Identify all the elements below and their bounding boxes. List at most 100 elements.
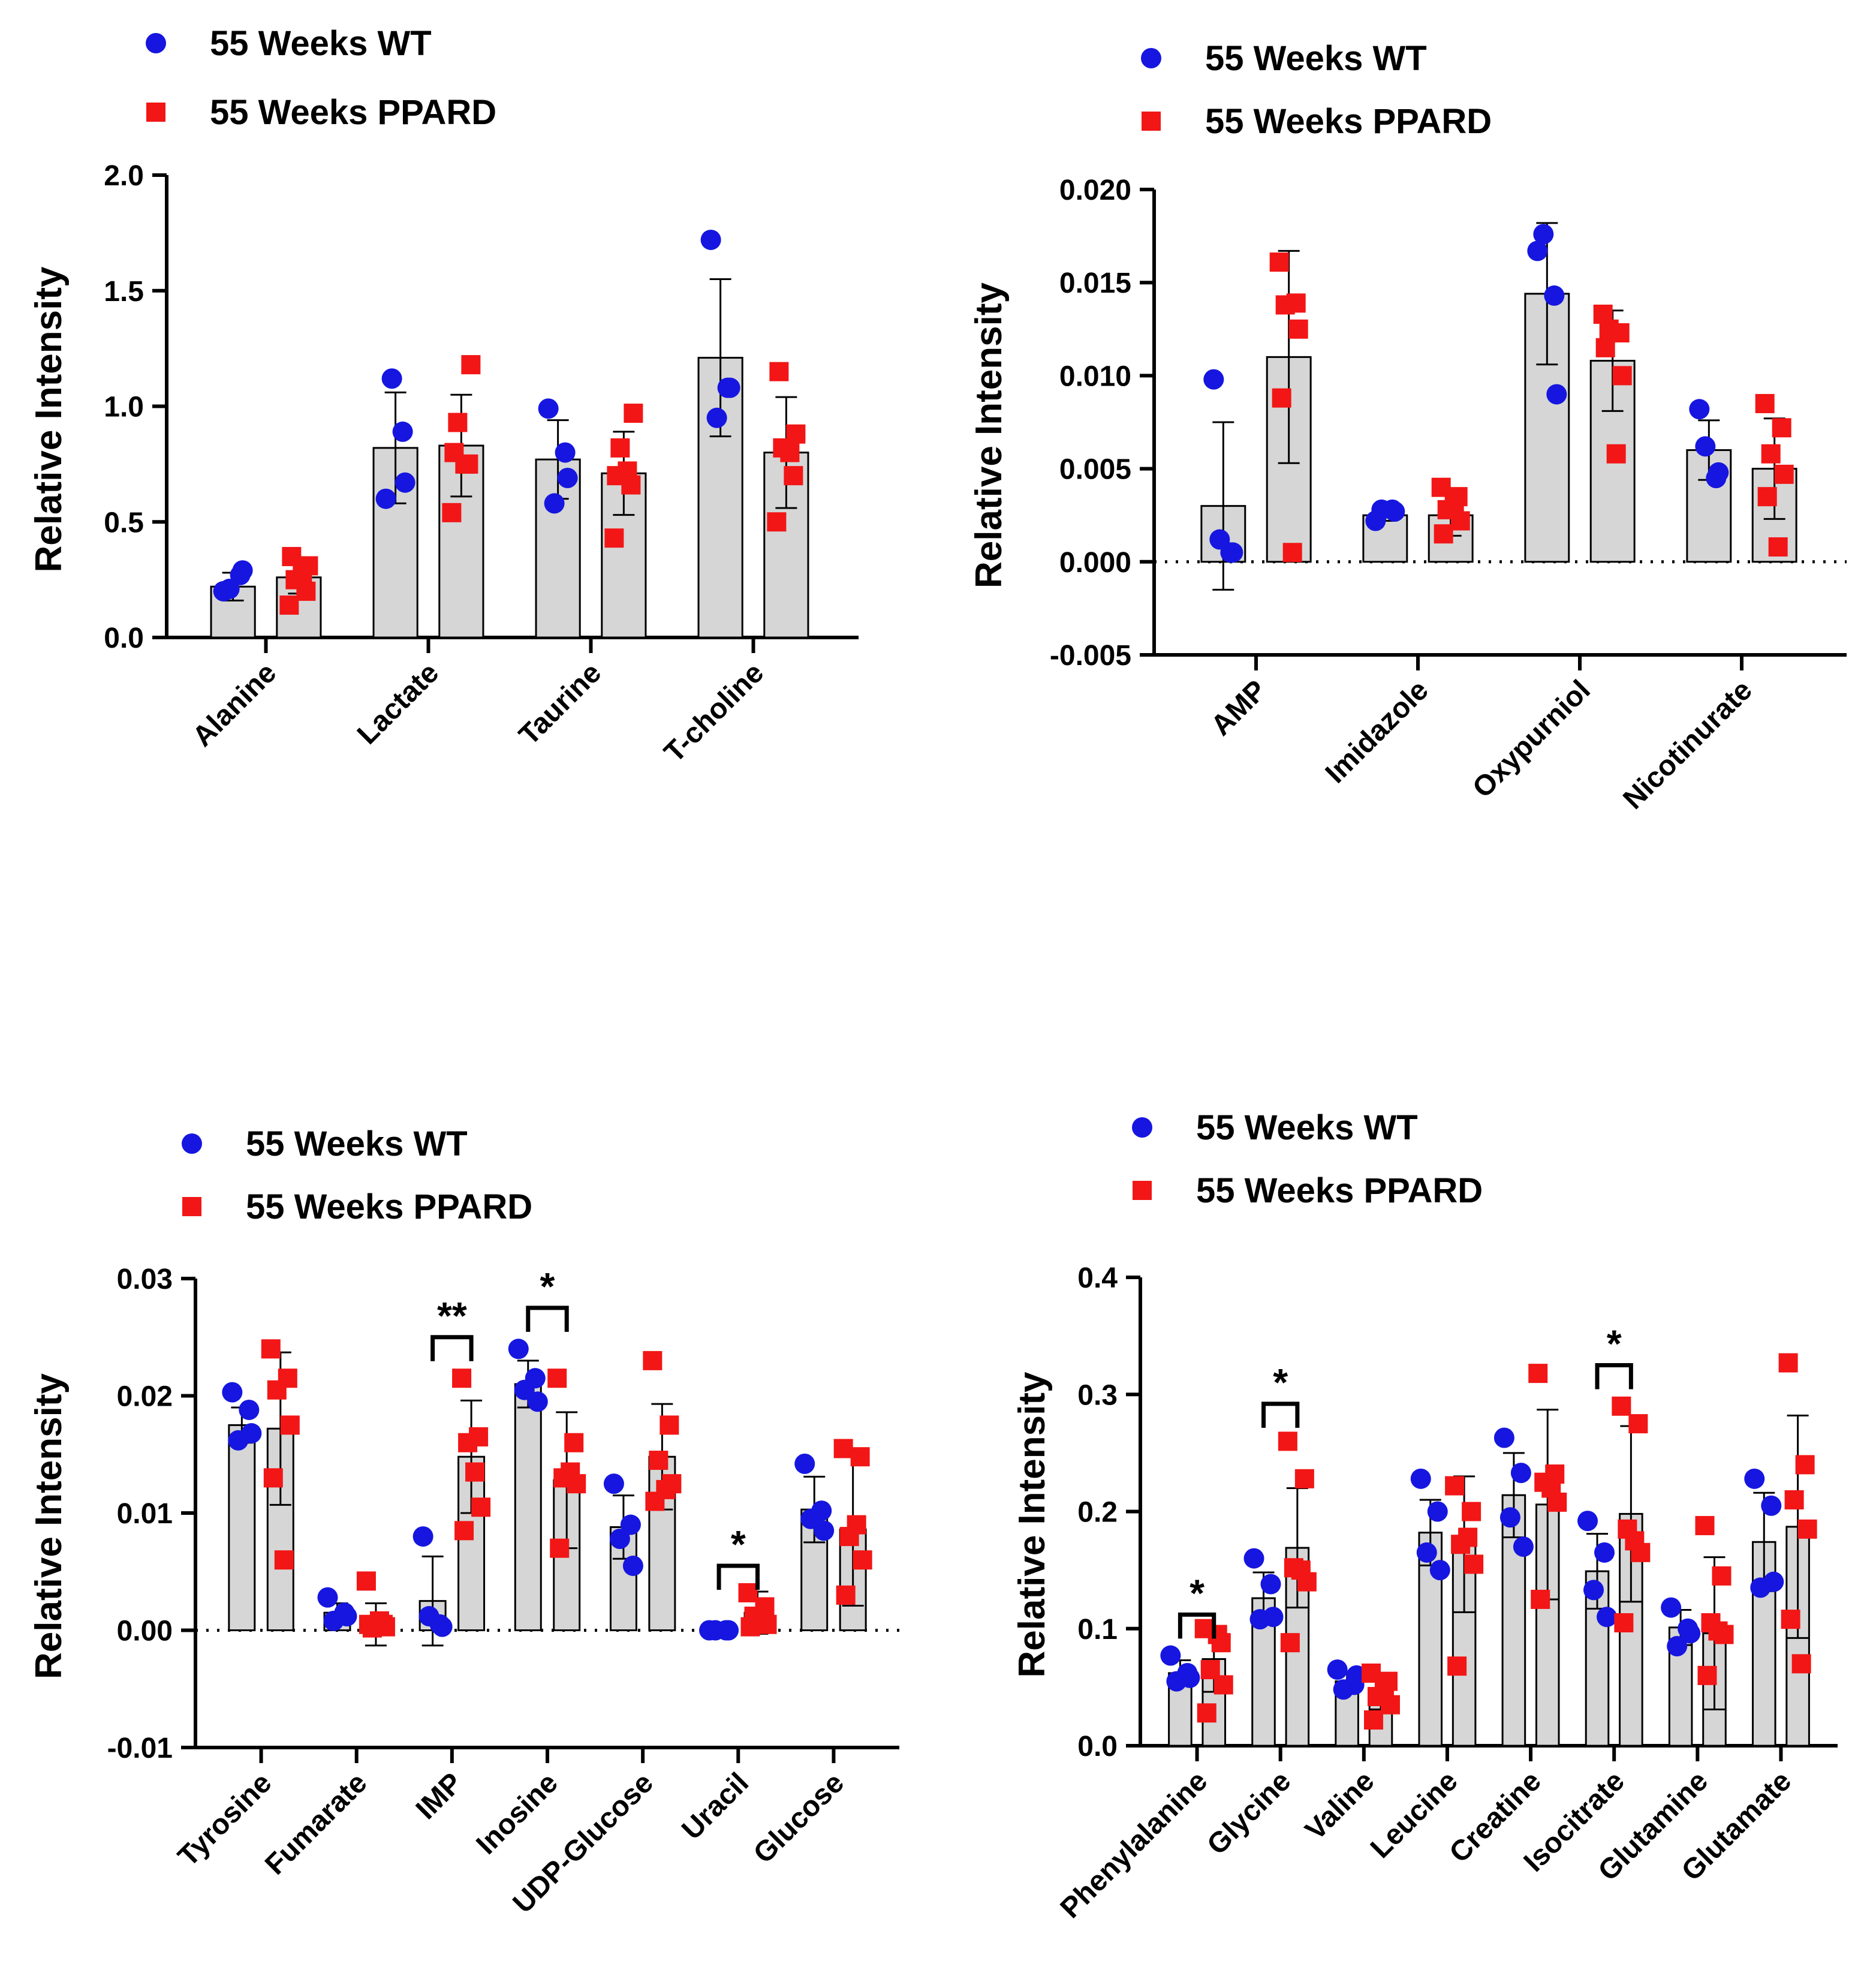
data-point-wt (700, 229, 721, 250)
data-point-ppard (850, 1447, 870, 1467)
data-point-wt (609, 1529, 630, 1550)
data-point-ppard (1768, 537, 1788, 557)
data-point-ppard (1761, 444, 1781, 464)
data-point-ppard (784, 466, 803, 486)
data-point-wt (706, 407, 727, 428)
data-point-ppard (293, 563, 312, 583)
data-point-ppard (1791, 1654, 1811, 1674)
significance-bracket (1595, 1363, 1633, 1390)
legend-label: 55 Weeks PPARD (210, 93, 496, 132)
data-point-ppard (455, 454, 475, 474)
x-category-label: Glycine (1201, 1765, 1297, 1861)
data-point-ppard (1288, 319, 1308, 339)
data-point-wt (514, 1379, 535, 1400)
y-tick-label: 0.1 (1077, 1614, 1118, 1646)
data-point-ppard (1778, 1353, 1798, 1373)
data-point-ppard (454, 1521, 474, 1541)
data-point-wt (603, 1473, 624, 1494)
data-point-wt (814, 1520, 835, 1541)
legend-marker-ppard (1142, 112, 1161, 131)
data-point-ppard (471, 1497, 491, 1517)
significance-bracket (1178, 1612, 1216, 1639)
data-point-ppard (369, 1611, 389, 1631)
significance-bracket (430, 1335, 474, 1361)
data-point-ppard (1541, 1478, 1561, 1498)
data-point-ppard (1606, 444, 1626, 464)
data-point-ppard (610, 438, 630, 458)
data-point-wt (375, 488, 396, 509)
data-point-wt (1263, 1607, 1284, 1628)
y-tick-label: 0.02 (117, 1381, 173, 1413)
data-point-ppard (656, 1479, 676, 1499)
data-point-ppard (833, 1439, 853, 1458)
data-point-ppard (1447, 1656, 1467, 1676)
data-point-ppard (465, 1462, 485, 1482)
data-point-wt (508, 1339, 529, 1360)
data-point-ppard (780, 443, 800, 462)
data-point-wt (1546, 384, 1567, 405)
y-tick-label: 0.0 (104, 622, 144, 654)
data-point-ppard (604, 528, 624, 548)
data-point-ppard (660, 1415, 679, 1435)
data-point-ppard (550, 1538, 570, 1558)
data-point-wt (381, 368, 402, 389)
significance-label: * (1607, 1322, 1622, 1365)
data-point-ppard (769, 362, 789, 381)
y-axis-label: Relative Intensity (968, 282, 1010, 588)
data-point-ppard (1207, 1625, 1227, 1644)
data-point-ppard (452, 1369, 472, 1388)
data-point-ppard (282, 547, 302, 567)
x-category-label: Glucose (748, 1767, 850, 1869)
data-point-wt (395, 472, 415, 493)
data-point-ppard (1797, 1519, 1817, 1539)
data-point-ppard (458, 1433, 478, 1452)
data-point-ppard (1628, 1414, 1648, 1434)
data-point-wt (232, 560, 253, 581)
data-point-ppard (1462, 1502, 1481, 1521)
data-point-ppard (1464, 1554, 1484, 1574)
legend-marker-wt (146, 33, 166, 53)
legend-label: 55 Weeks PPARD (246, 1187, 532, 1226)
data-point-wt (718, 1620, 739, 1641)
data-point-ppard (1445, 1476, 1465, 1496)
data-point-wt (317, 1587, 338, 1608)
x-category-label: Lactate (351, 657, 445, 750)
data-point-wt (1209, 529, 1230, 550)
data-point-wt (620, 1514, 641, 1535)
data-point-ppard (263, 1468, 283, 1488)
data-point-wt (1577, 1511, 1598, 1532)
data-point-ppard (1612, 1396, 1631, 1416)
data-point-wt (1384, 501, 1405, 522)
data-point-wt (1689, 399, 1710, 420)
data-point-ppard (280, 1415, 300, 1435)
significance-bracket (526, 1306, 569, 1332)
y-axis-label: Relative Intensity (1011, 1372, 1053, 1677)
data-point-wt (1708, 462, 1729, 483)
y-tick-label: 0.0 (1077, 1731, 1118, 1763)
data-point-ppard (461, 355, 481, 375)
chart-3: 55 Weeks WT 55 Weeks PPARD Relative Intens… (28, 1124, 899, 1920)
x-category-label: Oxypurniol (1467, 674, 1597, 804)
data-point-ppard (1757, 487, 1777, 507)
data-point-wt (555, 442, 576, 463)
x-category-label: Uracil (676, 1767, 755, 1846)
data-point-wt (1429, 1560, 1450, 1581)
chart-1: 55 Weeks WT 55 Weeks PPARD Relative Intens… (28, 24, 859, 769)
data-point-ppard (1282, 543, 1302, 563)
data-point-ppard (1280, 1633, 1300, 1653)
x-category-label: Inosine (470, 1767, 564, 1860)
data-point-wt (1763, 1571, 1784, 1592)
data-point-ppard (751, 1611, 771, 1631)
data-point-wt (538, 398, 559, 419)
data-point-wt (1513, 1536, 1534, 1557)
legend-marker-wt (182, 1133, 202, 1154)
x-category-label: IMP (410, 1767, 469, 1825)
data-point-wt (1327, 1659, 1348, 1680)
data-point-ppard (624, 404, 643, 423)
data-point-ppard (1599, 319, 1619, 339)
y-tick-label: 0.005 (1059, 454, 1131, 486)
significance-label: ** (437, 1294, 467, 1337)
data-point-ppard (561, 1462, 580, 1482)
data-point-ppard (1781, 1610, 1800, 1629)
y-tick-label: 0.03 (117, 1264, 173, 1295)
